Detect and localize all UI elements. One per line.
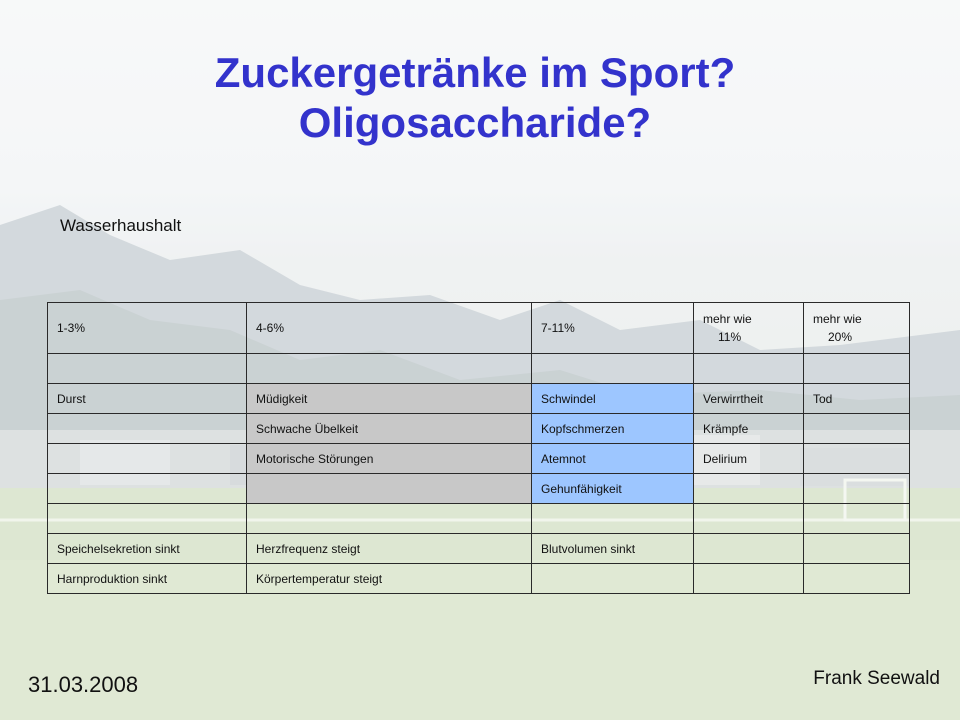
table-cell	[246, 503, 532, 534]
table-cell	[47, 413, 247, 444]
header-cell: 4-6%	[246, 302, 532, 354]
table-cell	[803, 533, 910, 564]
table-cell	[693, 353, 804, 384]
header-cell: mehr wie 11%	[693, 302, 804, 354]
table-cell: Motorische Störungen	[246, 443, 532, 474]
table-cell: Durst	[47, 383, 247, 414]
table-header-row: 1-3% 4-6% 7-11% mehr wie 11% mehr wie 20%	[47, 302, 910, 354]
table-cell: Schwindel	[531, 383, 694, 414]
slide-date: 31.03.2008	[28, 672, 139, 697]
table-cell: Schwache Übelkeit	[246, 413, 532, 444]
header-line: mehr wie	[813, 312, 862, 326]
header-cell: 7-11%	[531, 302, 694, 354]
table-row: Durst Müdigkeit Schwindel Verwirrtheit T…	[47, 383, 910, 414]
table-cell	[803, 443, 910, 474]
table-cell: Müdigkeit	[246, 383, 532, 414]
table-cell	[531, 563, 694, 594]
table-cell	[531, 503, 694, 534]
table-row: Speichelsekretion sinkt Herzfrequenz ste…	[47, 533, 910, 564]
dehydration-table: 1-3% 4-6% 7-11% mehr wie 11% mehr wie 20% …	[47, 302, 910, 594]
header-cell: 1-3%	[47, 302, 247, 354]
table-cell: Delirium	[693, 443, 804, 474]
table-cell: Tod	[803, 383, 910, 414]
table-cell	[693, 473, 804, 504]
slide-author: Frank Seewald	[813, 668, 940, 689]
table-row: Gehunfähigkeit	[47, 473, 910, 504]
table-cell: Harnproduktion sinkt	[47, 563, 247, 594]
header-line: 11%	[718, 330, 742, 344]
table-row: Motorische Störungen Atemnot Delirium	[47, 443, 910, 474]
table-cell	[47, 353, 247, 384]
table-row	[47, 503, 910, 534]
header-cell: mehr wie 20%	[803, 302, 910, 354]
header-line: 20%	[828, 330, 853, 344]
header-line: mehr wie	[703, 312, 752, 326]
table-cell	[803, 503, 910, 534]
table-cell: Kopfschmerzen	[531, 413, 694, 444]
title-line-1: Zuckergetränke im Sport?	[214, 49, 736, 96]
table-cell	[803, 473, 910, 504]
table-cell	[246, 473, 532, 504]
table-cell: Herzfrequenz steigt	[246, 533, 532, 564]
table-cell: Blutvolumen sinkt	[531, 533, 694, 564]
title-line-2: Oligosaccharide?	[298, 99, 652, 146]
table-row: Schwache Übelkeit Kopfschmerzen Krämpfe	[47, 413, 910, 444]
table-cell	[693, 503, 804, 534]
table-cell: Gehunfähigkeit	[531, 473, 694, 504]
table-cell	[47, 443, 247, 474]
table-cell: Körpertemperatur steigt	[246, 563, 532, 594]
table-cell: Krämpfe	[693, 413, 804, 444]
table-cell: Speichelsekretion sinkt	[47, 533, 247, 564]
slide-title: Zuckergetränke im Sport? Oligosaccharide…	[0, 48, 950, 148]
table-row	[47, 353, 910, 384]
table-cell	[246, 353, 532, 384]
table-cell	[47, 473, 247, 504]
table-cell	[803, 353, 910, 384]
table-row: Harnproduktion sinkt Körpertemperatur st…	[47, 563, 910, 594]
table-cell	[693, 533, 804, 564]
table-cell	[531, 353, 694, 384]
table-cell	[47, 503, 247, 534]
table-cell	[803, 563, 910, 594]
table-cell: Atemnot	[531, 443, 694, 474]
slide-subtitle: Wasserhaushalt	[60, 216, 182, 235]
table-cell: Verwirrtheit	[693, 383, 804, 414]
table-cell	[803, 413, 910, 444]
table-cell	[693, 563, 804, 594]
